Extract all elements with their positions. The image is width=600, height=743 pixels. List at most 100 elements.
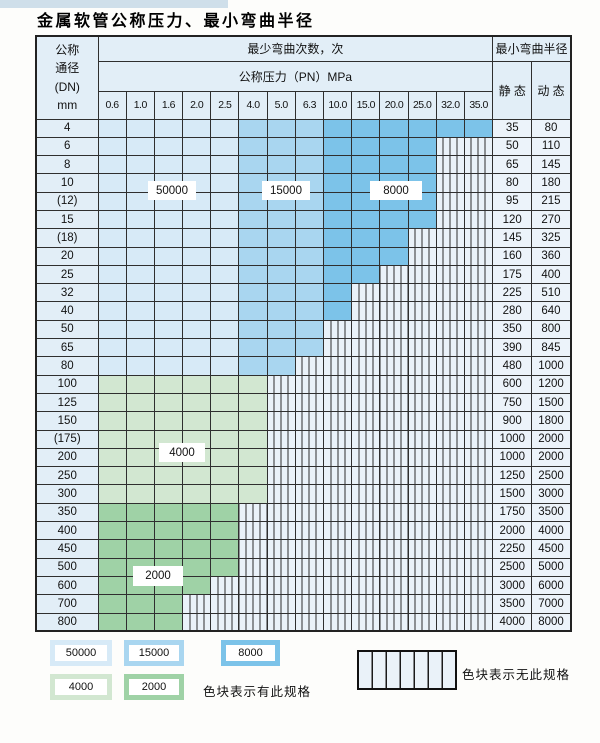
cycle-cell <box>97 155 127 175</box>
cycle-cell <box>153 539 184 559</box>
cycle-cell <box>97 283 127 303</box>
pressure-column-header: 10.0 <box>322 90 353 120</box>
static-radius-cell: 1000 <box>492 429 533 449</box>
cycle-cell <box>266 338 296 358</box>
static-radius-cell: 750 <box>492 392 533 413</box>
table-row: (175) 1000 2000 <box>35 429 572 449</box>
static-radius-cell: 1500 <box>492 484 533 504</box>
static-radius-cell: 1750 <box>492 502 533 523</box>
cycle-cell <box>294 411 325 431</box>
cycle-cell <box>351 612 381 632</box>
cycle-count-label-8000: 8000 <box>370 181 422 200</box>
cycle-cell <box>266 612 296 632</box>
static-radius-cell: 4000 <box>492 612 533 632</box>
cycle-cell <box>322 374 353 394</box>
table-row: 20 160 360 <box>35 246 572 266</box>
cycle-cell <box>407 283 437 303</box>
dn-header-line: 公称 <box>55 42 80 57</box>
cycle-cell <box>210 392 240 413</box>
cycle-cell <box>210 521 240 541</box>
cycle-cell <box>463 484 494 504</box>
dn-cell: 350 <box>35 502 99 523</box>
table-row: 8 65 145 <box>35 155 572 175</box>
cycle-cell <box>125 484 155 504</box>
cycle-cell <box>210 319 240 340</box>
cycle-cell <box>125 612 155 632</box>
cycle-cell <box>97 539 127 559</box>
table-row: 10 80 180 <box>35 173 572 193</box>
cycle-cell <box>351 118 381 138</box>
cycle-cell <box>322 228 353 248</box>
cycle-cell <box>463 118 494 138</box>
cycle-cell <box>407 411 437 431</box>
dynamic-radius-cell: 800 <box>531 319 572 340</box>
table-row: 250 1250 2500 <box>35 466 572 486</box>
page-title: 金属软管公称压力、最小弯曲半径 <box>37 11 315 30</box>
cycle-cell <box>97 173 127 193</box>
table-row: 65 390 845 <box>35 338 572 358</box>
cycle-cell <box>125 594 155 614</box>
cycle-cell <box>322 246 353 266</box>
cycle-cell <box>407 118 437 138</box>
cycle-cell <box>407 338 437 358</box>
cycle-cell <box>407 612 437 632</box>
radius-header-cell: 最小弯曲半径 <box>492 35 572 62</box>
cycle-cell <box>322 136 353 157</box>
cycle-cell <box>463 502 494 523</box>
cycle-cell <box>379 283 409 303</box>
cycle-cell <box>97 228 127 248</box>
cycle-cell <box>238 575 268 596</box>
dn-cell: 800 <box>35 612 99 632</box>
pressure-column-header: 2.0 <box>182 90 212 120</box>
static-radius-cell: 390 <box>492 338 533 358</box>
cycle-cell <box>435 502 465 523</box>
cycle-cell <box>153 118 184 138</box>
legend-swatch-50000: 50000 <box>50 640 112 666</box>
pressure-column-header: 35.0 <box>463 90 494 120</box>
cycle-cell <box>379 155 409 175</box>
cycle-cell <box>125 374 155 394</box>
cycle-cell <box>435 191 465 211</box>
cycle-cell <box>182 411 212 431</box>
cycle-cell <box>153 338 184 358</box>
cycle-cell <box>435 246 465 266</box>
dn-header-cell: 公称 通径 (DN) mm <box>35 35 99 120</box>
dynamic-radius-cell: 180 <box>531 173 572 193</box>
cycle-cell <box>238 283 268 303</box>
cycle-cell <box>210 118 240 138</box>
dn-cell: 25 <box>35 264 99 285</box>
cycle-cell <box>238 447 268 468</box>
cycle-cell <box>97 301 127 321</box>
dynamic-radius-cell: 270 <box>531 209 572 230</box>
cycle-cell <box>125 246 155 266</box>
cycle-cell <box>322 539 353 559</box>
dn-header-line: mm <box>57 98 78 113</box>
static-radius-cell: 1000 <box>492 447 533 468</box>
cycle-cell <box>351 502 381 523</box>
cycle-cell <box>407 209 437 230</box>
cycle-cell <box>266 374 296 394</box>
cycle-cell <box>294 264 325 285</box>
cycle-cell <box>238 155 268 175</box>
cycle-cell <box>435 429 465 449</box>
cycle-cell <box>379 484 409 504</box>
dn-header-line: 通径 <box>55 61 80 76</box>
cycle-cell <box>182 283 212 303</box>
cycle-cell <box>294 521 325 541</box>
pressure-column-header: 25.0 <box>407 90 437 120</box>
static-radius-cell: 80 <box>492 173 533 193</box>
cycle-cell <box>238 539 268 559</box>
cycle-cell <box>322 502 353 523</box>
cycle-cell <box>351 447 381 468</box>
cycle-cell <box>97 484 127 504</box>
cycle-cell <box>435 539 465 559</box>
cycle-cell <box>97 557 127 577</box>
dynamic-radius-cell: 215 <box>531 191 572 211</box>
cycle-cell <box>351 228 381 248</box>
cycle-cell <box>182 502 212 523</box>
cycle-cell <box>125 118 155 138</box>
cycle-cell <box>379 612 409 632</box>
dynamic-header-cell: 动 态 <box>531 60 572 120</box>
cycle-cell <box>435 557 465 577</box>
cycle-cell <box>125 502 155 523</box>
